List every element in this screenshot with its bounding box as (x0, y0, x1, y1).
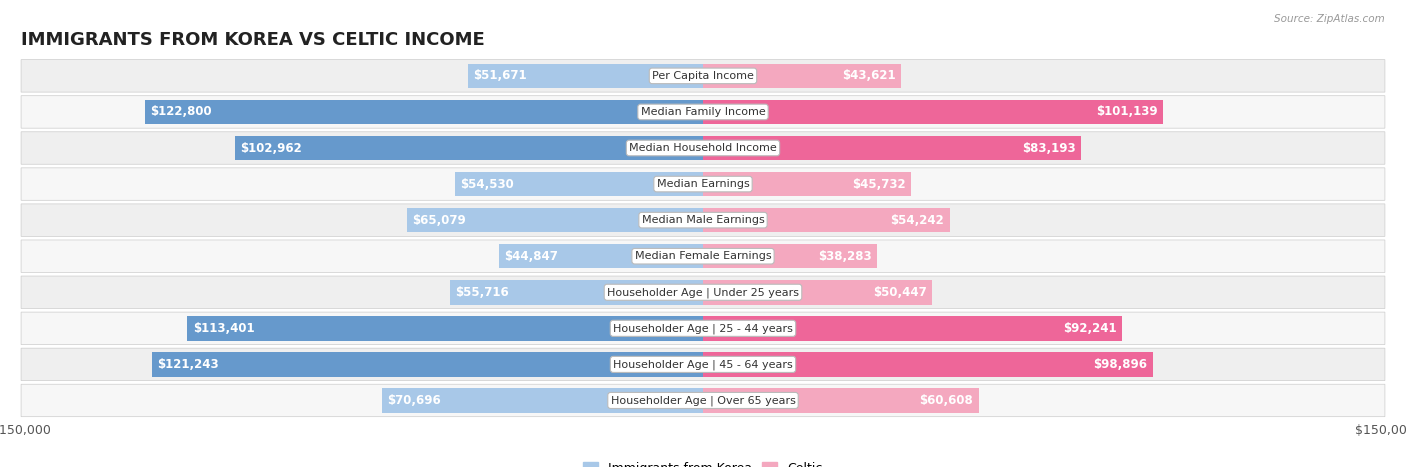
FancyBboxPatch shape (21, 132, 1385, 164)
Bar (703, 352, 1153, 377)
Text: Median Family Income: Median Family Income (641, 107, 765, 117)
Text: $45,732: $45,732 (852, 177, 905, 191)
Text: Householder Age | 25 - 44 years: Householder Age | 25 - 44 years (613, 323, 793, 333)
FancyBboxPatch shape (21, 348, 1385, 381)
Text: $65,079: $65,079 (412, 213, 467, 226)
Bar (145, 99, 703, 124)
Text: $83,193: $83,193 (1022, 142, 1076, 155)
Bar (703, 172, 911, 196)
Text: IMMIGRANTS FROM KOREA VS CELTIC INCOME: IMMIGRANTS FROM KOREA VS CELTIC INCOME (21, 31, 485, 49)
Text: $54,242: $54,242 (890, 213, 945, 226)
Bar (703, 64, 901, 88)
Bar (703, 316, 1122, 340)
Bar (703, 280, 932, 304)
Bar (703, 99, 1163, 124)
Text: Per Capita Income: Per Capita Income (652, 71, 754, 81)
Bar (235, 136, 703, 160)
Text: $51,671: $51,671 (474, 70, 527, 82)
Text: Householder Age | Under 25 years: Householder Age | Under 25 years (607, 287, 799, 297)
Bar (152, 352, 703, 377)
Text: $113,401: $113,401 (193, 322, 254, 335)
Text: $102,962: $102,962 (240, 142, 302, 155)
FancyBboxPatch shape (21, 276, 1385, 309)
Text: $54,530: $54,530 (461, 177, 515, 191)
FancyBboxPatch shape (21, 384, 1385, 417)
Text: Householder Age | Over 65 years: Householder Age | Over 65 years (610, 395, 796, 406)
Text: Householder Age | 45 - 64 years: Householder Age | 45 - 64 years (613, 359, 793, 370)
FancyBboxPatch shape (21, 312, 1385, 345)
Bar (450, 280, 703, 304)
Bar (703, 208, 949, 233)
Bar (187, 316, 703, 340)
Bar (703, 388, 979, 413)
Text: $60,608: $60,608 (920, 394, 973, 407)
Text: $98,896: $98,896 (1092, 358, 1147, 371)
Text: $43,621: $43,621 (842, 70, 896, 82)
Text: $121,243: $121,243 (157, 358, 219, 371)
Text: $70,696: $70,696 (387, 394, 441, 407)
Text: Source: ZipAtlas.com: Source: ZipAtlas.com (1274, 14, 1385, 24)
Text: Median Male Earnings: Median Male Earnings (641, 215, 765, 225)
Text: $44,847: $44,847 (505, 250, 558, 263)
Text: Median Household Income: Median Household Income (628, 143, 778, 153)
Legend: Immigrants from Korea, Celtic: Immigrants from Korea, Celtic (578, 457, 828, 467)
Bar (456, 172, 703, 196)
FancyBboxPatch shape (21, 240, 1385, 272)
Text: Median Earnings: Median Earnings (657, 179, 749, 189)
Text: Median Female Earnings: Median Female Earnings (634, 251, 772, 261)
Bar (381, 388, 703, 413)
Text: $92,241: $92,241 (1063, 322, 1116, 335)
Text: $122,800: $122,800 (150, 106, 212, 119)
FancyBboxPatch shape (21, 168, 1385, 200)
Bar (468, 64, 703, 88)
Bar (408, 208, 703, 233)
Text: $38,283: $38,283 (818, 250, 872, 263)
Text: $55,716: $55,716 (456, 286, 509, 299)
FancyBboxPatch shape (21, 204, 1385, 236)
Bar (703, 136, 1081, 160)
Bar (499, 244, 703, 269)
Bar (703, 244, 877, 269)
Text: $101,139: $101,139 (1095, 106, 1157, 119)
Text: $50,447: $50,447 (873, 286, 927, 299)
FancyBboxPatch shape (21, 60, 1385, 92)
FancyBboxPatch shape (21, 96, 1385, 128)
